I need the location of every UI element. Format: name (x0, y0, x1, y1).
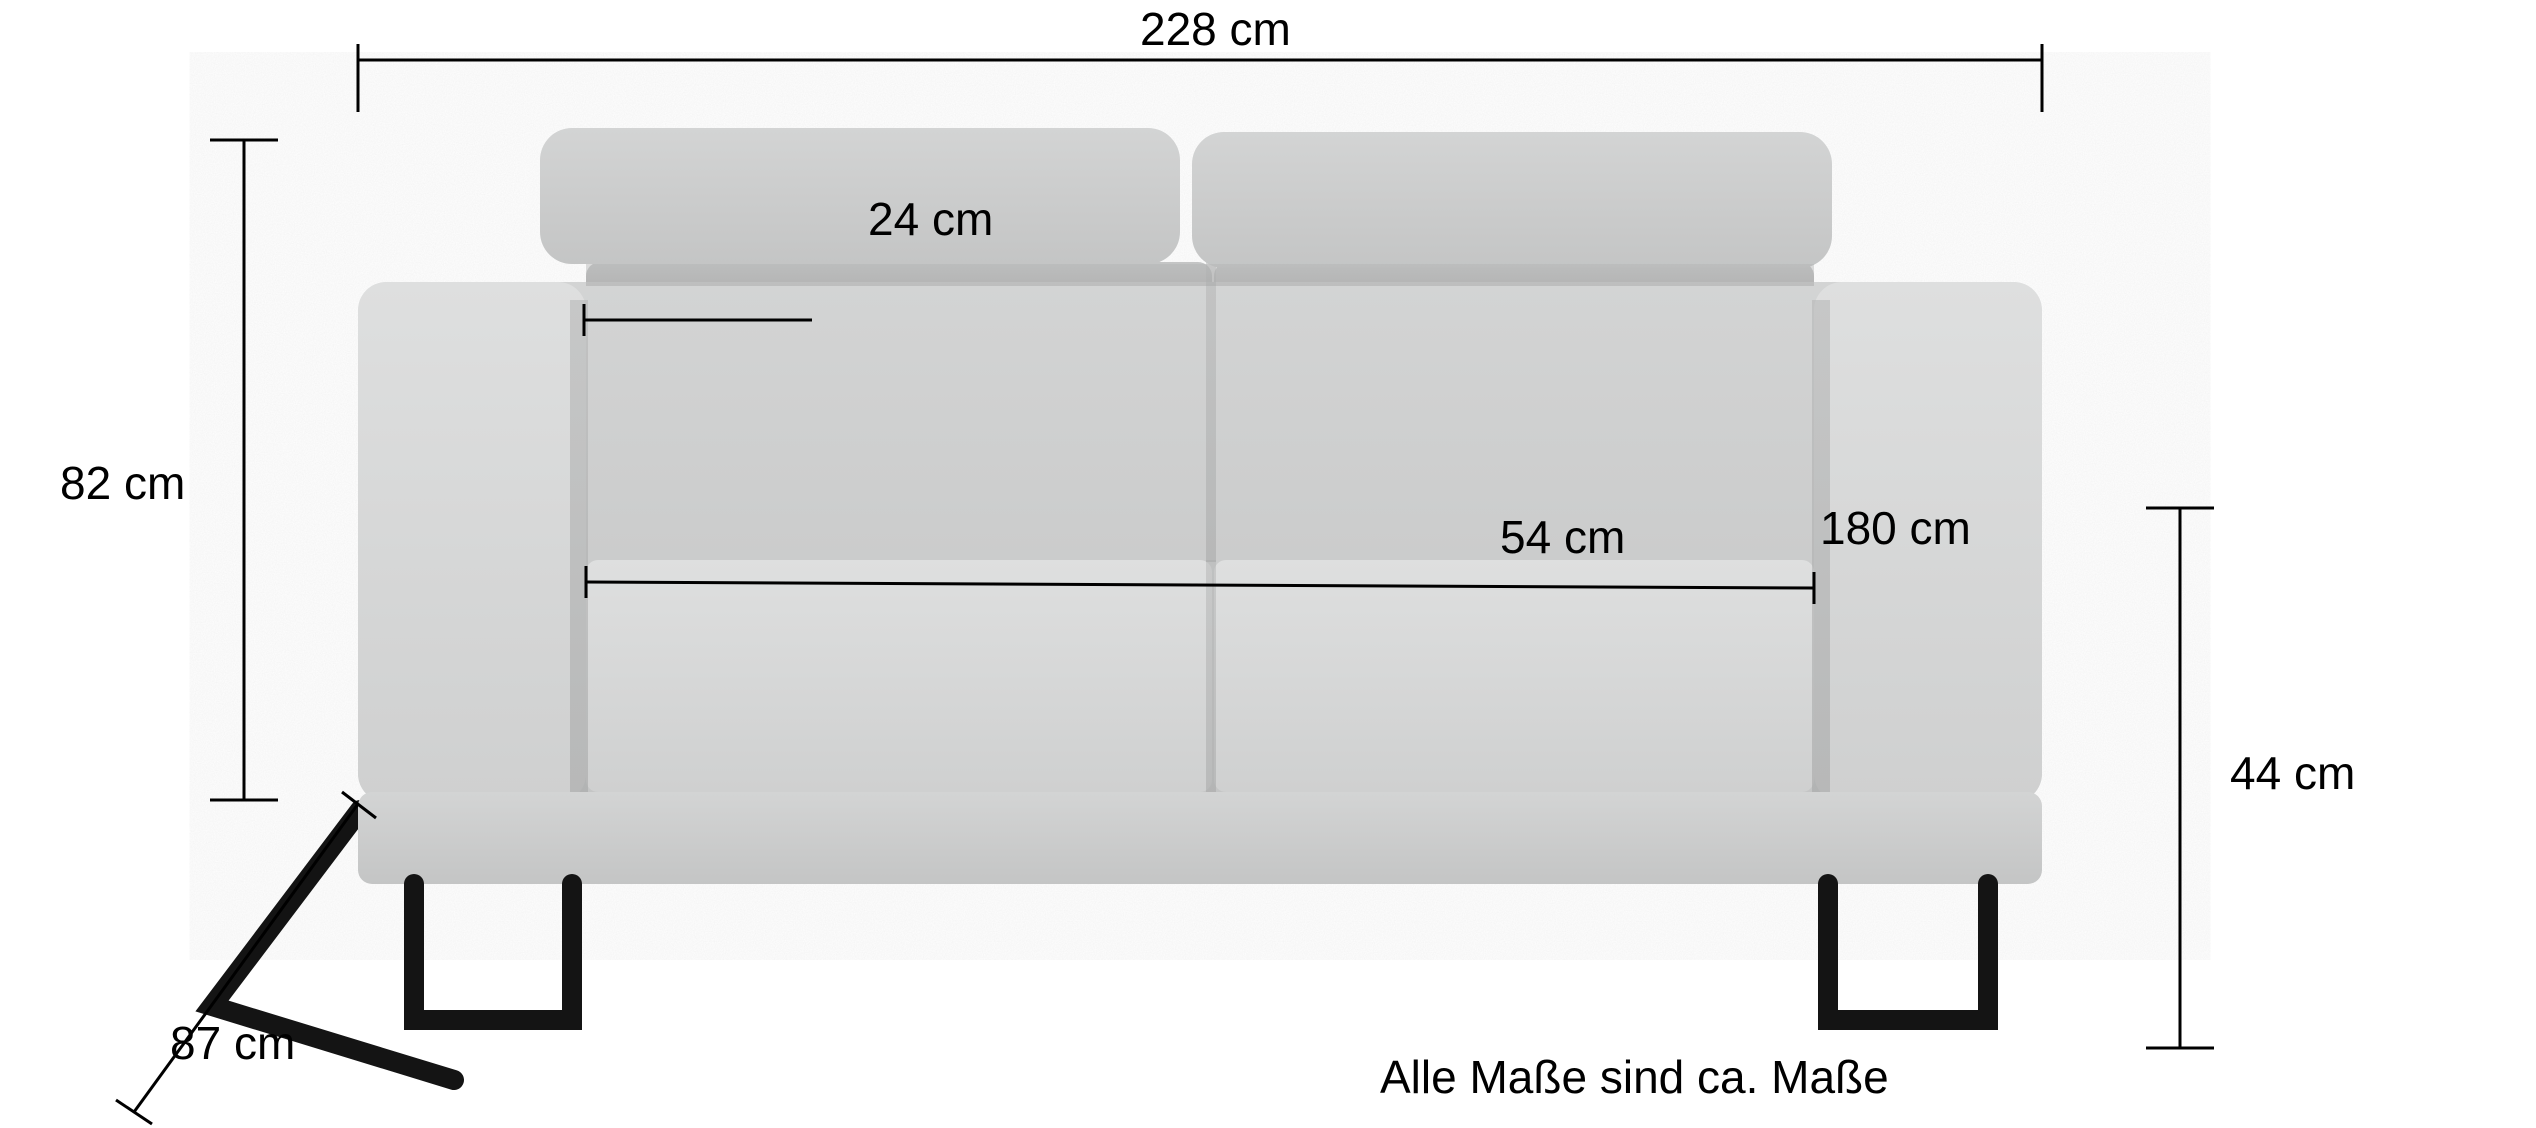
dim-label-armrest-width: 24 cm (868, 196, 993, 242)
dim-depth (116, 792, 376, 1124)
dim-label-seat-width: 180 cm (1820, 505, 1971, 551)
dim-label-height-total: 82 cm (60, 460, 185, 506)
dim-label-seat-height: 44 cm (2230, 750, 2355, 796)
dimension-lines (0, 0, 2536, 1128)
dim-label-depth: 87 cm (170, 1020, 295, 1066)
diagram-stage: 228 cm 82 cm 44 cm 87 cm 24 cm 54 cm 180… (0, 0, 2536, 1128)
dim-label-width-total: 228 cm (1140, 6, 1291, 52)
dim-height-total (210, 140, 278, 800)
caption-note: Alle Maße sind ca. Maße (1380, 1050, 1889, 1104)
dim-seat-span (586, 566, 1814, 604)
dim-armrest-width (584, 304, 812, 336)
dim-seat-height (2146, 508, 2214, 1048)
dim-label-seat-depth: 54 cm (1500, 514, 1625, 560)
